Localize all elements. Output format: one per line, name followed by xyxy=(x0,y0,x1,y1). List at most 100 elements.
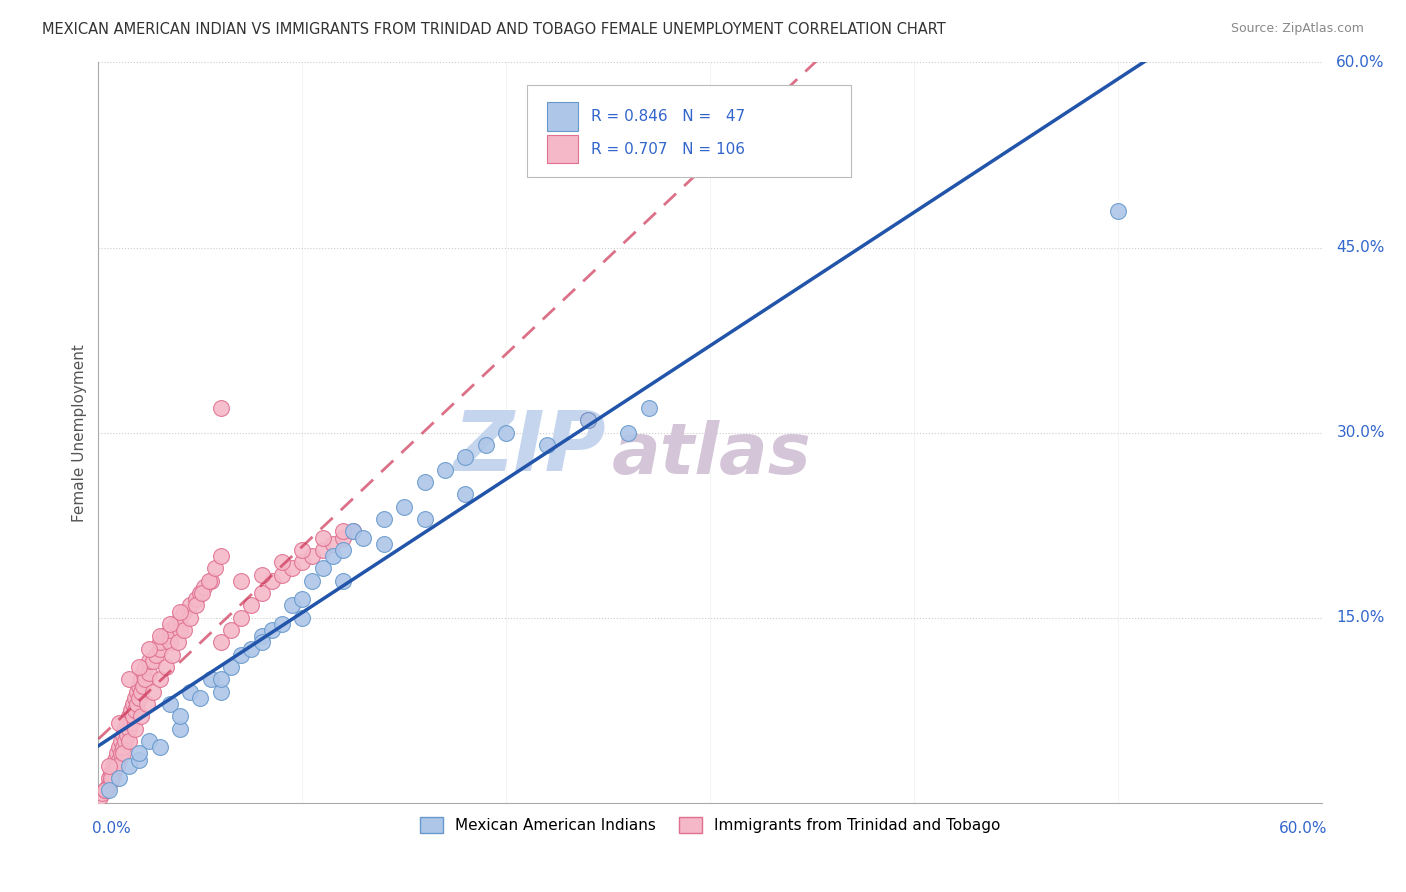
Point xyxy=(240,599,263,613)
Text: 15.0%: 15.0% xyxy=(1336,610,1385,625)
Text: ZIP: ZIP xyxy=(453,407,606,488)
Point xyxy=(231,648,253,662)
Point xyxy=(342,524,364,539)
Point xyxy=(138,666,160,681)
Point xyxy=(474,438,498,452)
Point xyxy=(129,673,152,687)
Point xyxy=(138,734,160,748)
Text: 60.0%: 60.0% xyxy=(1279,822,1327,837)
Point xyxy=(188,586,212,600)
Point xyxy=(152,629,174,643)
Point xyxy=(191,586,214,600)
Point xyxy=(392,500,416,514)
Point xyxy=(291,592,314,607)
Point xyxy=(115,728,138,742)
Point xyxy=(149,629,172,643)
FancyBboxPatch shape xyxy=(526,85,851,178)
Point xyxy=(124,722,146,736)
Point xyxy=(169,610,191,624)
Point xyxy=(149,641,172,656)
Point xyxy=(312,561,335,575)
Point xyxy=(105,747,128,761)
Point xyxy=(169,623,191,637)
Text: atlas: atlas xyxy=(612,420,811,490)
Point xyxy=(200,574,222,588)
Point xyxy=(301,574,323,588)
Point xyxy=(149,635,172,649)
Point xyxy=(108,753,131,767)
Point xyxy=(270,567,294,582)
Point xyxy=(291,555,314,569)
Point xyxy=(186,592,208,607)
Point xyxy=(270,555,294,569)
Point xyxy=(231,574,253,588)
Point xyxy=(281,599,304,613)
Point xyxy=(142,654,165,668)
Point xyxy=(209,549,232,563)
Point xyxy=(281,561,304,575)
Point xyxy=(128,690,150,705)
Point xyxy=(128,747,150,761)
Point xyxy=(104,761,127,775)
Point xyxy=(169,605,191,619)
Point xyxy=(105,758,128,772)
Point xyxy=(120,715,142,730)
Point xyxy=(138,641,160,656)
Point xyxy=(155,660,177,674)
FancyBboxPatch shape xyxy=(547,103,578,130)
Text: Source: ZipAtlas.com: Source: ZipAtlas.com xyxy=(1230,22,1364,36)
Point xyxy=(100,764,122,779)
Point xyxy=(160,648,183,662)
Point xyxy=(134,660,156,674)
Point xyxy=(118,758,141,772)
Point xyxy=(495,425,517,440)
Point xyxy=(291,542,314,557)
Point xyxy=(134,673,156,687)
Point xyxy=(132,679,155,693)
Point xyxy=(617,425,640,440)
Point xyxy=(179,599,201,613)
Point xyxy=(101,769,124,783)
Text: 30.0%: 30.0% xyxy=(1336,425,1385,440)
Point xyxy=(159,616,181,631)
Point xyxy=(127,685,149,699)
Point xyxy=(342,524,364,539)
Point xyxy=(173,605,195,619)
Point xyxy=(114,734,136,748)
Point xyxy=(100,773,122,788)
Point xyxy=(129,709,152,723)
Point xyxy=(108,771,131,785)
Point xyxy=(111,728,134,742)
Point xyxy=(301,549,323,563)
Point xyxy=(104,753,127,767)
Point xyxy=(100,771,122,785)
Point xyxy=(373,536,395,550)
Point xyxy=(322,536,344,550)
Point xyxy=(120,703,142,717)
Point xyxy=(240,641,263,656)
Point xyxy=(118,722,141,736)
Text: 45.0%: 45.0% xyxy=(1336,240,1385,255)
Point xyxy=(352,531,374,545)
Y-axis label: Female Unemployment: Female Unemployment xyxy=(72,343,87,522)
Point xyxy=(231,610,253,624)
Point xyxy=(145,648,167,662)
Point xyxy=(89,789,111,804)
Point xyxy=(250,635,273,649)
Point xyxy=(132,666,155,681)
Point xyxy=(197,574,219,588)
Point xyxy=(179,610,201,624)
Point xyxy=(110,747,132,761)
Text: MEXICAN AMERICAN INDIAN VS IMMIGRANTS FROM TRINIDAD AND TOBAGO FEMALE UNEMPLOYME: MEXICAN AMERICAN INDIAN VS IMMIGRANTS FR… xyxy=(42,22,946,37)
Point xyxy=(128,660,150,674)
Point xyxy=(118,673,141,687)
Point xyxy=(127,697,149,711)
Point xyxy=(270,616,294,631)
Point xyxy=(637,401,661,415)
Point xyxy=(200,673,222,687)
Point xyxy=(159,623,181,637)
Point xyxy=(332,531,354,545)
Point xyxy=(110,734,132,748)
Point xyxy=(118,734,141,748)
Point xyxy=(169,709,191,723)
